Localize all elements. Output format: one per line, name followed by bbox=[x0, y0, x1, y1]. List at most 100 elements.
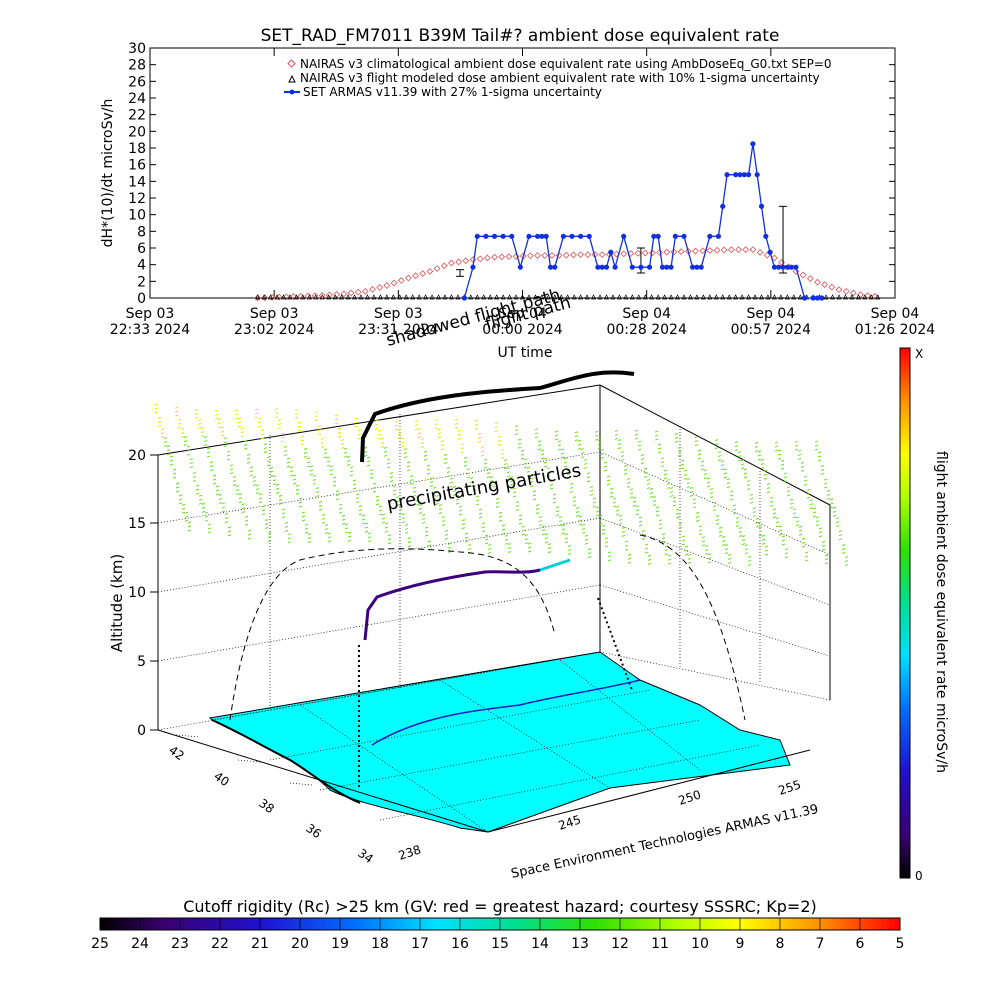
particle-mark bbox=[444, 537, 449, 540]
particle-mark bbox=[220, 426, 225, 429]
particle-mark bbox=[177, 426, 182, 429]
flight-point bbox=[403, 294, 409, 300]
particle-mark bbox=[395, 504, 400, 507]
armas-point bbox=[750, 141, 756, 147]
y-tick-label: 20 bbox=[128, 124, 146, 140]
particle-mark bbox=[557, 448, 562, 451]
particle-mark bbox=[361, 518, 366, 521]
particle-mark bbox=[578, 515, 583, 518]
particle-mark bbox=[507, 543, 512, 546]
particle-mark bbox=[475, 503, 480, 506]
particle-mark bbox=[287, 537, 292, 540]
particle-mark bbox=[809, 507, 814, 510]
flight-point bbox=[862, 294, 868, 300]
particle-mark bbox=[537, 440, 542, 443]
particle-mark bbox=[824, 558, 829, 561]
particle-mark bbox=[321, 521, 326, 524]
particle-mark bbox=[501, 528, 506, 531]
particle-mark bbox=[486, 476, 491, 479]
particle-mark bbox=[832, 510, 837, 513]
clim-point bbox=[498, 253, 506, 261]
particle-mark bbox=[558, 516, 563, 519]
particle-mark bbox=[621, 530, 626, 533]
particle-mark bbox=[229, 472, 234, 475]
armas-point bbox=[690, 264, 696, 270]
particle-mark bbox=[229, 468, 234, 471]
clim-point bbox=[318, 292, 326, 299]
particle-mark bbox=[246, 457, 251, 460]
particle-mark bbox=[734, 441, 739, 444]
particle-mark bbox=[249, 474, 254, 477]
particle-mark bbox=[266, 456, 271, 459]
particle-mark bbox=[184, 515, 189, 518]
particle-mark bbox=[692, 506, 697, 509]
particle-mark bbox=[578, 523, 583, 526]
clim-point bbox=[756, 249, 764, 256]
particle-mark bbox=[247, 533, 252, 536]
flight-point bbox=[642, 294, 648, 300]
particle-mark bbox=[321, 513, 326, 516]
clim-point bbox=[419, 270, 427, 277]
particle-mark bbox=[500, 448, 505, 451]
particle-mark bbox=[684, 553, 689, 556]
particle-mark bbox=[337, 435, 342, 438]
particle-mark bbox=[401, 521, 406, 524]
armas-point bbox=[608, 249, 614, 255]
particle-mark bbox=[654, 438, 659, 441]
particle-mark bbox=[284, 525, 289, 528]
particle-mark bbox=[584, 542, 589, 545]
particle-mark bbox=[674, 436, 679, 439]
particle-mark bbox=[718, 526, 723, 529]
particle-mark bbox=[227, 530, 232, 533]
particle-mark bbox=[567, 549, 572, 552]
particle-mark bbox=[637, 444, 642, 447]
flight-point bbox=[558, 294, 564, 300]
legend-marker-armas bbox=[289, 89, 295, 95]
particle-mark bbox=[723, 468, 728, 471]
particle-mark bbox=[572, 500, 577, 503]
particle-mark bbox=[243, 443, 248, 446]
particle-mark bbox=[649, 491, 654, 494]
particle-mark bbox=[501, 532, 506, 535]
rigidity-tick-label: 13 bbox=[571, 936, 589, 952]
particle-mark bbox=[384, 526, 389, 529]
particle-mark bbox=[829, 506, 834, 509]
particle-mark bbox=[423, 458, 428, 461]
particle-mark bbox=[697, 449, 702, 452]
particle-mark bbox=[224, 521, 229, 524]
armas-point bbox=[655, 233, 661, 239]
x-tick-label-time: 00:28 2024 bbox=[606, 322, 687, 338]
flight-point bbox=[629, 294, 635, 300]
rigidity-tick-label: 12 bbox=[611, 936, 629, 952]
armas-point bbox=[668, 264, 674, 270]
particle-mark bbox=[169, 463, 174, 466]
particle-mark bbox=[698, 533, 703, 536]
particle-mark bbox=[235, 485, 240, 488]
particle-mark bbox=[212, 478, 217, 481]
particle-mark bbox=[512, 495, 517, 498]
particle-mark bbox=[178, 502, 183, 505]
clim-point bbox=[720, 246, 728, 254]
particle-mark bbox=[274, 412, 279, 415]
particle-mark bbox=[598, 518, 603, 521]
particle-mark bbox=[818, 527, 823, 530]
particle-mark bbox=[197, 418, 202, 421]
particle-mark bbox=[635, 513, 640, 516]
particle-mark bbox=[663, 477, 668, 480]
particle-mark bbox=[629, 492, 634, 495]
particle-mark bbox=[726, 482, 731, 485]
particle-mark bbox=[192, 471, 197, 474]
particle-mark bbox=[421, 517, 426, 520]
particle-mark bbox=[704, 544, 709, 547]
armas-point bbox=[745, 172, 752, 178]
flight-point bbox=[610, 294, 616, 300]
particle-mark bbox=[647, 558, 652, 561]
particle-mark bbox=[678, 530, 683, 533]
particle-mark bbox=[312, 474, 317, 477]
particle-mark bbox=[546, 475, 551, 478]
particle-mark bbox=[646, 487, 651, 490]
particle-mark bbox=[220, 430, 225, 433]
particle-mark bbox=[615, 505, 620, 508]
top-shadow-path bbox=[360, 370, 635, 463]
particle-mark bbox=[752, 511, 757, 514]
